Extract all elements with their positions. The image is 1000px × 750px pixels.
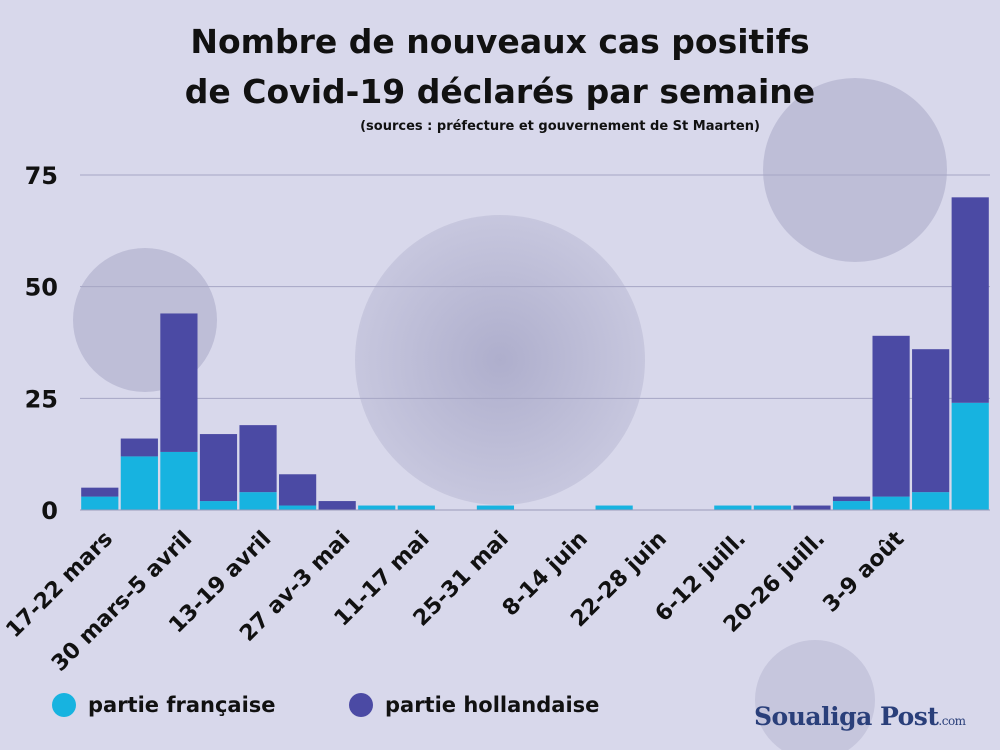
- bar-segment-french: [120, 456, 158, 510]
- bar-segment-dutch: [279, 474, 317, 506]
- brand-logo: Soualiga Post.com: [754, 702, 966, 731]
- bar-segment-french: [872, 496, 910, 510]
- legend-item-dutch: partie hollandaise: [349, 693, 599, 717]
- bar-segment-dutch: [199, 434, 238, 502]
- legend-swatch-dutch: [349, 693, 373, 717]
- virus-bottom-icon: [755, 640, 875, 750]
- bar-segment-french: [358, 505, 396, 510]
- bar-segment-dutch: [793, 505, 831, 510]
- bar-segment-french: [753, 505, 791, 510]
- bar-segment-french: [951, 402, 989, 510]
- bar-segment-french: [397, 505, 435, 510]
- bar-segment-dutch: [160, 313, 198, 452]
- bar-segment-dutch: [239, 425, 277, 493]
- bar-segment-french: [81, 496, 119, 510]
- virus-large-icon: [355, 215, 645, 505]
- bar-segment-french: [279, 505, 317, 510]
- legend-swatch-french: [52, 693, 76, 717]
- bar-segment-french: [476, 505, 515, 510]
- bar-segment-french: [714, 505, 752, 510]
- chart-title-line2: de Covid-19 déclarés par semaine: [184, 72, 816, 111]
- x-tick-label: 30 mars-5 avril: [47, 527, 197, 677]
- bar-segment-french: [160, 451, 198, 510]
- bar-segment-french: [239, 492, 277, 510]
- legend-label-french: partie française: [88, 693, 276, 717]
- bar-segment-dutch: [872, 335, 910, 497]
- bar-segment-dutch: [120, 438, 158, 457]
- legend-label-dutch: partie hollandaise: [385, 693, 600, 717]
- y-tick-label: 50: [25, 274, 58, 302]
- bar-segment-dutch: [318, 501, 356, 510]
- chart-title-line1: Nombre de nouveaux cas positifs: [190, 22, 810, 61]
- virus-right-icon: [763, 78, 947, 262]
- bar-segment-french: [912, 492, 950, 510]
- bar-segment-dutch: [81, 487, 119, 497]
- y-tick-label: 75: [25, 162, 58, 190]
- y-tick-label: 25: [25, 385, 58, 413]
- bar-segment-french: [832, 501, 871, 510]
- bar-segment-dutch: [912, 349, 950, 493]
- bar-segment-dutch: [832, 496, 871, 502]
- x-tick-label: 3-9 août: [818, 526, 909, 617]
- bar-segment-french: [199, 501, 238, 510]
- brand-domain: .com: [938, 714, 966, 728]
- bar-segment-french: [595, 505, 633, 510]
- y-tick-label: 0: [41, 497, 58, 525]
- chart-subtitle: (sources : préfecture et gouvernement de…: [360, 119, 760, 134]
- legend-item-french: partie française: [52, 693, 276, 717]
- brand-name: Soualiga Post: [754, 702, 939, 731]
- bar-segment-dutch: [951, 197, 989, 403]
